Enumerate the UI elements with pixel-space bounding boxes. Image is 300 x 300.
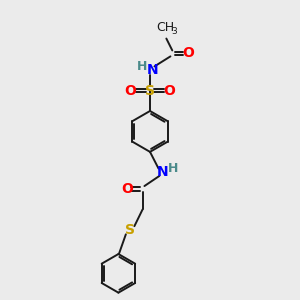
Text: S: S bbox=[145, 84, 155, 98]
Text: O: O bbox=[121, 182, 133, 196]
Text: S: S bbox=[124, 223, 135, 237]
Text: CH: CH bbox=[157, 21, 175, 34]
Text: N: N bbox=[157, 165, 169, 179]
Text: H: H bbox=[136, 60, 147, 73]
Text: O: O bbox=[182, 46, 194, 60]
Text: N: N bbox=[147, 63, 159, 77]
Text: 3: 3 bbox=[171, 27, 177, 36]
Text: O: O bbox=[125, 84, 136, 98]
Text: H: H bbox=[168, 162, 178, 175]
Text: O: O bbox=[164, 84, 175, 98]
